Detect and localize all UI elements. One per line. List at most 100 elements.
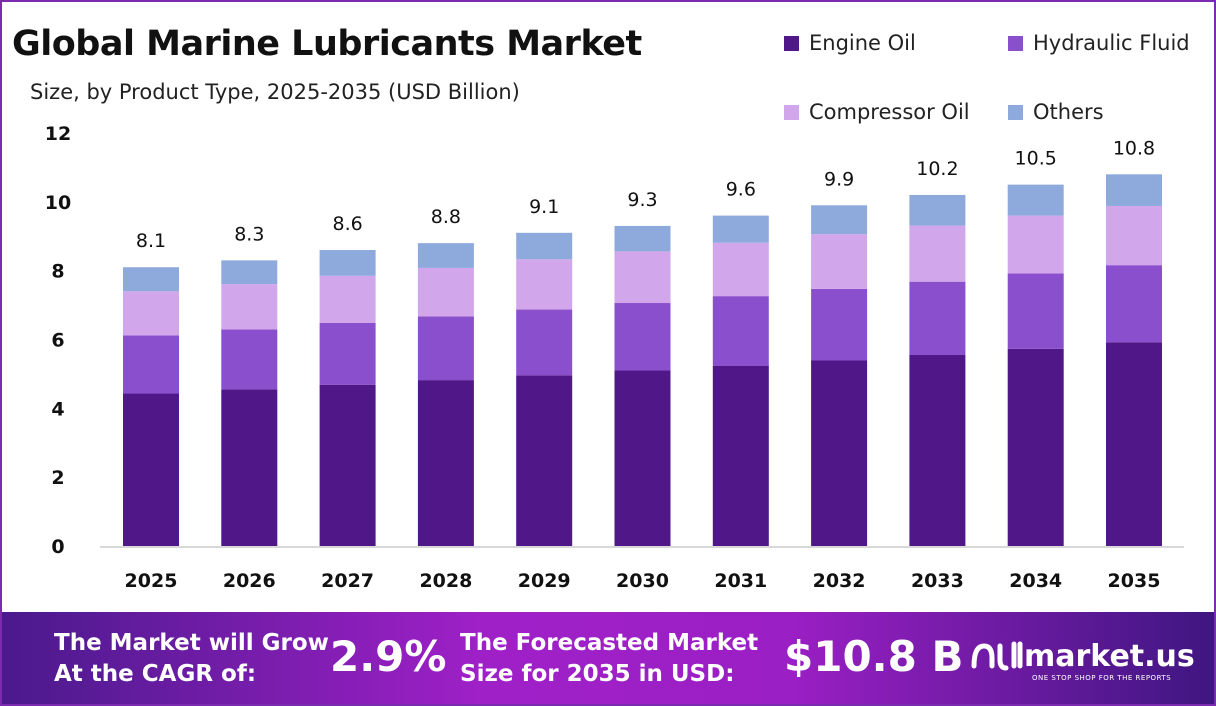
bar-segment-others — [417, 243, 474, 268]
total-label: 10.8 — [1113, 137, 1155, 159]
legend-item-hydraulic-fluid: Hydraulic Fluid — [1008, 31, 1190, 55]
total-label: 8.1 — [136, 230, 166, 252]
forecast-label: The Forecasted Market Size for 2035 in U… — [460, 628, 758, 690]
bar-segment-compressor-oil — [221, 284, 278, 330]
bar-segment-compressor-oil — [614, 251, 671, 304]
forecast-value: $10.8 B — [784, 632, 964, 681]
x-tick-label: 2034 — [1009, 570, 1062, 592]
cagr-label-line2: At the CAGR of: — [54, 661, 257, 687]
market-us-logo-icon — [971, 641, 1023, 671]
legend-label: Hydraulic Fluid — [1033, 31, 1190, 55]
bar-segment-compressor-oil — [417, 267, 474, 317]
bar-segment-hydraulic-fluid — [123, 335, 179, 394]
bar-segment-compressor-oil — [712, 242, 769, 297]
x-tick-label: 2026 — [223, 570, 276, 592]
cagr-label-line1: The Market will Grow — [54, 630, 329, 656]
bar-segment-hydraulic-fluid — [909, 281, 966, 355]
bar-segment-hydraulic-fluid — [221, 329, 278, 390]
bar-segment-others — [811, 205, 868, 235]
legend-item-compressor-oil: Compressor Oil — [784, 100, 970, 124]
bar-segment-compressor-oil — [1106, 205, 1162, 266]
bar-segment-engine-oil — [221, 389, 278, 546]
total-label: 9.3 — [627, 189, 657, 211]
bar-segment-compressor-oil — [319, 275, 376, 323]
brand-tagline: ONE STOP SHOP FOR THE REPORTS — [1032, 674, 1172, 682]
bar-segment-compressor-oil — [123, 291, 179, 336]
bar-segment-others — [123, 267, 179, 292]
forecast-label-line1: The Forecasted Market — [460, 630, 759, 656]
bar-segment-engine-oil — [1007, 348, 1064, 546]
bar-segment-engine-oil — [516, 375, 573, 546]
y-tick-label: 0 — [51, 536, 64, 558]
bar-segment-hydraulic-fluid — [712, 296, 769, 366]
legend-swatch — [784, 104, 799, 120]
cagr-value: 2.9% — [330, 632, 447, 681]
total-label: 10.5 — [1015, 148, 1057, 170]
x-tick-label: 2025 — [125, 570, 178, 592]
bar-segment-compressor-oil — [1007, 215, 1064, 274]
y-tick-label: 10 — [45, 192, 71, 214]
x-tick-label: 2029 — [518, 570, 571, 592]
x-tick-label: 2027 — [321, 570, 374, 592]
bar-segment-hydraulic-fluid — [516, 309, 573, 376]
x-tick-label: 2035 — [1108, 570, 1161, 592]
footer-banner: The Market will Grow At the CAGR of: 2.9… — [2, 612, 1214, 704]
legend-swatch — [784, 35, 799, 51]
total-label: 8.8 — [431, 206, 461, 228]
bar-segment-others — [1106, 174, 1162, 206]
x-tick-label: 2032 — [813, 570, 866, 592]
bar-segment-hydraulic-fluid — [319, 322, 376, 385]
bar-segment-others — [909, 194, 966, 226]
bar-segment-compressor-oil — [516, 259, 573, 310]
bar-segment-others — [221, 260, 278, 285]
bar-segment-engine-oil — [712, 365, 769, 546]
bar-segment-engine-oil — [1106, 342, 1162, 546]
bar-segment-others — [319, 250, 376, 276]
total-label: 9.1 — [529, 196, 559, 218]
legend-swatch — [1008, 35, 1023, 51]
cagr-label: The Market will Grow At the CAGR of: — [54, 628, 329, 690]
bar-segment-hydraulic-fluid — [1007, 273, 1064, 349]
legend-label: Others — [1033, 100, 1104, 124]
x-tick-label: 2031 — [714, 570, 767, 592]
chart-subtitle: Size, by Product Type, 2025-2035 (USD Bi… — [30, 80, 520, 104]
total-label: 8.6 — [332, 213, 362, 235]
x-tick-label: 2033 — [911, 570, 964, 592]
chart-title: Global Marine Lubricants Market — [12, 24, 642, 64]
bar-segment-engine-oil — [909, 354, 966, 546]
bar-segment-engine-oil — [811, 360, 868, 546]
y-tick-label: 12 — [45, 123, 71, 145]
y-tick-label: 4 — [51, 398, 64, 420]
legend-label: Engine Oil — [809, 31, 916, 55]
bar-segment-engine-oil — [123, 393, 179, 546]
total-label: 9.6 — [726, 179, 756, 201]
bar-segment-hydraulic-fluid — [614, 303, 671, 371]
y-tick-label: 2 — [51, 467, 64, 489]
bar-segment-hydraulic-fluid — [811, 288, 868, 361]
legend-item-others: Others — [1008, 100, 1104, 124]
brand-name: market.us — [1024, 638, 1195, 674]
bar-segment-hydraulic-fluid — [417, 316, 474, 381]
legend-swatch — [1008, 104, 1023, 120]
y-tick-label: 6 — [51, 330, 64, 352]
bar-segment-compressor-oil — [811, 234, 868, 289]
plot-area: 0 2 4 6 8 10 12 8.1 2025 8.3 2026 8.6 2027 8.8 2028 9.1… — [45, 123, 1184, 592]
legend-item-engine-oil: Engine Oil — [784, 31, 916, 55]
bar-segment-others — [1007, 184, 1064, 216]
forecast-label-line2: Size for 2035 in USD: — [460, 661, 735, 687]
bar-segment-compressor-oil — [909, 225, 966, 282]
brand-logo: market.us ONE STOP SHOP FOR THE REPORTS — [970, 638, 1195, 682]
total-label: 8.3 — [234, 223, 264, 245]
legend-label: Compressor Oil — [809, 100, 970, 124]
y-tick-label: 8 — [51, 261, 64, 283]
total-label: 9.9 — [824, 168, 854, 190]
bar-segment-hydraulic-fluid — [1106, 265, 1162, 343]
bar-segment-engine-oil — [417, 380, 474, 546]
x-tick-label: 2028 — [419, 570, 472, 592]
bar-segment-others — [516, 232, 573, 260]
bar-segment-engine-oil — [614, 370, 671, 546]
x-tick-label: 2030 — [616, 570, 669, 592]
bar-segment-others — [614, 225, 671, 252]
bar-segment-others — [712, 215, 769, 243]
